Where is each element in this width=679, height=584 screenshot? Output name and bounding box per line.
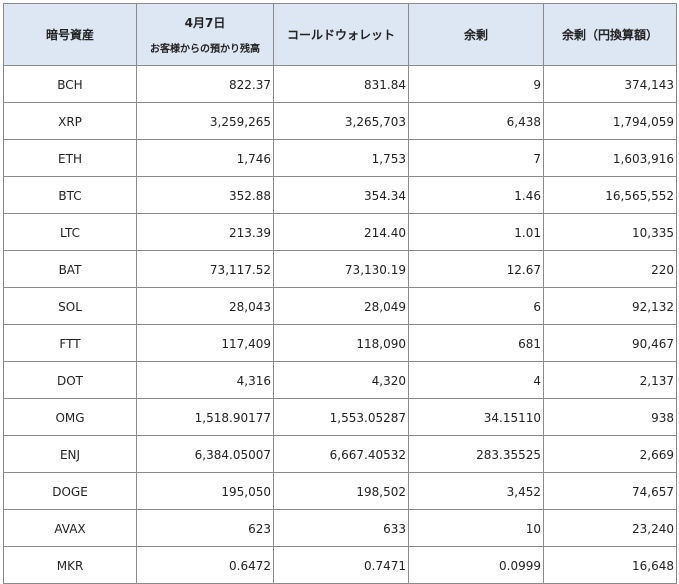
cell-customer-balance: 28,043 (136, 287, 274, 325)
cell-asset-symbol: OMG (3, 398, 137, 436)
cell-cold-wallet: 118,090 (273, 324, 409, 362)
reserve-table: 暗号資産 4月7日 お客様からの預かり残高 コールドウォレット 余剰 余剰（円換… (3, 3, 677, 584)
table-row: ENJ 6,384.05007 6,667.40532 283.35525 2,669 (3, 435, 677, 473)
cell-customer-balance: 195,050 (136, 472, 274, 510)
cell-asset-symbol: BCH (3, 65, 137, 103)
cell-customer-balance: 822.37 (136, 65, 274, 103)
table-header-row: 暗号資産 4月7日 お客様からの預かり残高 コールドウォレット 余剰 余剰（円換… (3, 3, 677, 66)
cell-surplus: 1.46 (408, 176, 544, 214)
header-cold-wallet: コールドウォレット (273, 3, 409, 66)
cell-customer-balance: 0.6472 (136, 546, 274, 584)
cell-surplus-jpy: 1,603,916 (543, 139, 677, 177)
header-customer-balance: 4月7日 お客様からの預かり残高 (136, 3, 274, 66)
cell-cold-wallet: 1,553.05287 (273, 398, 409, 436)
cell-cold-wallet: 6,667.40532 (273, 435, 409, 473)
table-row: BCH 822.37 831.84 9 374,143 (3, 65, 677, 103)
cell-asset-symbol: DOGE (3, 472, 137, 510)
cell-cold-wallet: 633 (273, 509, 409, 547)
cell-surplus-jpy: 220 (543, 250, 677, 288)
cell-asset-symbol: ENJ (3, 435, 137, 473)
cell-surplus-jpy: 10,335 (543, 213, 677, 251)
header-asset: 暗号資産 (3, 3, 137, 66)
cell-surplus-jpy: 1,794,059 (543, 102, 677, 140)
table-row: OMG 1,518.90177 1,553.05287 34.15110 938 (3, 398, 677, 436)
cell-asset-symbol: AVAX (3, 509, 137, 547)
cell-cold-wallet: 0.7471 (273, 546, 409, 584)
cell-asset-symbol: BAT (3, 250, 137, 288)
cell-cold-wallet: 28,049 (273, 287, 409, 325)
cell-customer-balance: 1,518.90177 (136, 398, 274, 436)
cell-surplus-jpy: 74,657 (543, 472, 677, 510)
cell-surplus-jpy: 90,467 (543, 324, 677, 362)
table-row: XRP 3,259,265 3,265,703 6,438 1,794,059 (3, 102, 677, 140)
table-row: FTT 117,409 118,090 681 90,467 (3, 324, 677, 362)
cell-customer-balance: 1,746 (136, 139, 274, 177)
cell-customer-balance: 117,409 (136, 324, 274, 362)
cell-surplus-jpy: 23,240 (543, 509, 677, 547)
cell-surplus: 3,452 (408, 472, 544, 510)
cell-surplus-jpy: 92,132 (543, 287, 677, 325)
cell-surplus-jpy: 16,648 (543, 546, 677, 584)
cell-surplus-jpy: 2,137 (543, 361, 677, 399)
table-row: ETH 1,746 1,753 7 1,603,916 (3, 139, 677, 177)
cell-asset-symbol: BTC (3, 176, 137, 214)
cell-asset-symbol: ETH (3, 139, 137, 177)
table-row: BAT 73,117.52 73,130.19 12.67 220 (3, 250, 677, 288)
cell-customer-balance: 352.88 (136, 176, 274, 214)
cell-asset-symbol: XRP (3, 102, 137, 140)
header-surplus: 余剰 (408, 3, 544, 66)
cell-customer-balance: 623 (136, 509, 274, 547)
cell-surplus-jpy: 2,669 (543, 435, 677, 473)
cell-surplus: 10 (408, 509, 544, 547)
cell-cold-wallet: 1,753 (273, 139, 409, 177)
cell-customer-balance: 73,117.52 (136, 250, 274, 288)
cell-asset-symbol: SOL (3, 287, 137, 325)
cell-surplus: 12.67 (408, 250, 544, 288)
table-row: SOL 28,043 28,049 6 92,132 (3, 287, 677, 325)
cell-surplus: 681 (408, 324, 544, 362)
cell-cold-wallet: 73,130.19 (273, 250, 409, 288)
cell-asset-symbol: LTC (3, 213, 137, 251)
cell-surplus: 1.01 (408, 213, 544, 251)
table-row: MKR 0.6472 0.7471 0.0999 16,648 (3, 546, 677, 584)
table-row: BTC 352.88 354.34 1.46 16,565,552 (3, 176, 677, 214)
cell-surplus: 6 (408, 287, 544, 325)
cell-customer-balance: 4,316 (136, 361, 274, 399)
cell-cold-wallet: 214.40 (273, 213, 409, 251)
cell-surplus: 34.15110 (408, 398, 544, 436)
cell-surplus-jpy: 374,143 (543, 65, 677, 103)
cell-cold-wallet: 4,320 (273, 361, 409, 399)
cell-surplus: 9 (408, 65, 544, 103)
cell-surplus: 0.0999 (408, 546, 544, 584)
table-row: LTC 213.39 214.40 1.01 10,335 (3, 213, 677, 251)
cell-customer-balance: 213.39 (136, 213, 274, 251)
cell-surplus-jpy: 938 (543, 398, 677, 436)
cell-surplus-jpy: 16,565,552 (543, 176, 677, 214)
table-row: DOT 4,316 4,320 4 2,137 (3, 361, 677, 399)
cell-asset-symbol: MKR (3, 546, 137, 584)
cell-cold-wallet: 198,502 (273, 472, 409, 510)
header-customer-date: 4月7日 (184, 16, 226, 30)
cell-cold-wallet: 831.84 (273, 65, 409, 103)
table-row: DOGE 195,050 198,502 3,452 74,657 (3, 472, 677, 510)
cell-surplus: 7 (408, 139, 544, 177)
cell-surplus: 6,438 (408, 102, 544, 140)
cell-asset-symbol: DOT (3, 361, 137, 399)
cell-customer-balance: 6,384.05007 (136, 435, 274, 473)
cell-asset-symbol: FTT (3, 324, 137, 362)
table-row: AVAX 623 633 10 23,240 (3, 509, 677, 547)
header-surplus-jpy: 余剰（円換算額） (543, 3, 677, 66)
cell-surplus: 283.35525 (408, 435, 544, 473)
cell-cold-wallet: 354.34 (273, 176, 409, 214)
cell-customer-balance: 3,259,265 (136, 102, 274, 140)
cell-surplus: 4 (408, 361, 544, 399)
cell-cold-wallet: 3,265,703 (273, 102, 409, 140)
header-customer-sub: お客様からの預かり残高 (150, 44, 260, 55)
